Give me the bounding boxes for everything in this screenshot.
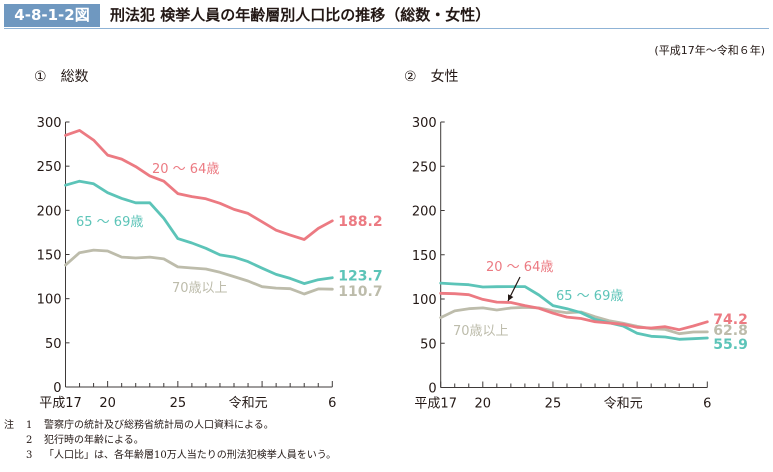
note-text: 警察庁の統計及び総務省統計局の人口資料による。: [44, 420, 274, 431]
y-tick-label: 0: [53, 381, 61, 396]
series-label: 70歳以上: [453, 324, 509, 339]
panel-name: 女性: [430, 69, 459, 85]
series-line-age-65-69: [64, 179, 334, 286]
y-tick-label: 300: [412, 116, 437, 131]
x-tick-label: 20: [99, 396, 116, 411]
end-value-label: 123.7: [338, 269, 382, 285]
series-label: 20 ～ 64歳: [152, 162, 219, 177]
y-tick-label: 50: [45, 337, 62, 352]
series-line-age-20-64: [439, 291, 709, 332]
y-tick-label: 200: [37, 204, 62, 219]
y-tick-label: 250: [412, 160, 437, 175]
y-tick-label: 50: [420, 337, 437, 352]
end-value-label: 188.2: [338, 214, 382, 230]
y-tick-label: 100: [412, 293, 437, 308]
x-tick-label: 25: [170, 396, 187, 411]
y-tick-label: 150: [37, 249, 62, 264]
y-tick-label: 300: [37, 116, 62, 131]
end-value-label: 110.7: [338, 284, 382, 300]
x-tick-label: 20: [475, 397, 492, 412]
panel-number: ②: [404, 69, 417, 85]
series-label: 65 ～ 69歳: [556, 289, 623, 304]
panel-name: 総数: [60, 69, 89, 85]
series-line-age-70-plus: [64, 248, 334, 296]
note-text: 犯行時の年齢による。: [44, 435, 144, 446]
note-text: 「人口比」は、各年齢層10万人当たりの刑法犯検挙人員をいう。: [44, 450, 337, 461]
x-tick-label: 6: [328, 396, 336, 411]
note-row: 3 「人口比」は、各年齢層10万人当たりの刑法犯検挙人員をいう。: [4, 448, 336, 463]
note-number: 3: [26, 450, 33, 461]
notes-lead: 注: [4, 420, 14, 431]
x-tick-label: 令和元: [229, 396, 268, 411]
end-value-label: 62.8: [713, 323, 748, 339]
x-tick-label: 6: [703, 397, 711, 412]
figure-number: 4-8-1-2図: [4, 4, 100, 27]
y-tick-label: 0: [428, 382, 436, 397]
panel-title-total: ① 総数: [34, 66, 89, 86]
x-tick-label: 令和元: [604, 397, 643, 412]
period-label: (平成17年〜令和６年): [654, 44, 765, 57]
chart-female: 0 50 100 150 200 250 300 平成17 20 25 令和元 6 20 ～ 64歳 74…: [412, 116, 748, 412]
notes: 注 1 警察庁の統計及び総務省統計局の人口資料による。 2 犯行時の年齢による。…: [4, 418, 336, 463]
end-value-label: 55.9: [713, 337, 748, 353]
note-number: 1: [26, 420, 33, 431]
annotation-arrow-head: [508, 294, 514, 301]
note-row: 注 1 警察庁の統計及び総務省統計局の人口資料による。: [4, 418, 336, 433]
series-line-age-65-69: [439, 281, 709, 341]
x-tick-label: 平成17: [39, 396, 82, 411]
note-row: 2 犯行時の年齢による。: [4, 433, 336, 448]
end-value-label: 74.2: [713, 312, 748, 328]
series-line-age-20-64: [64, 128, 334, 241]
y-tick-label: 250: [37, 160, 62, 175]
series-label: 65 ～ 69歳: [76, 215, 143, 230]
panel-title-female: ② 女性: [404, 66, 459, 86]
chart-total: 0 50 100 150 200 250 300 平成17 20 25 令和元 6 20 ～ 64歳 18…: [37, 116, 383, 411]
series-label: 70歳以上: [172, 281, 228, 296]
series-label: 20 ～ 64歳: [486, 260, 553, 275]
x-tick-label: 25: [545, 397, 562, 412]
y-tick-label: 200: [412, 205, 437, 220]
panel-number: ①: [34, 69, 47, 85]
figure-header: 4-8-1-2図 刑法犯 検挙人員の年齢層別人口比の推移（総数・女性）: [4, 4, 769, 29]
y-tick-label: 100: [37, 293, 62, 308]
figure-title: 刑法犯 検挙人員の年齢層別人口比の推移（総数・女性）: [110, 6, 491, 24]
y-tick-label: 150: [412, 249, 437, 264]
series-line-age-70-plus: [439, 305, 709, 336]
x-tick-label: 平成17: [414, 397, 457, 412]
note-number: 2: [26, 435, 33, 446]
